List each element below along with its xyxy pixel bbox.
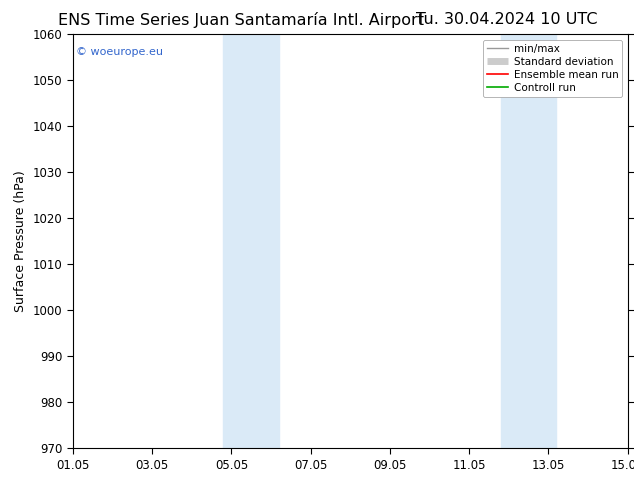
Bar [501, 34, 556, 448]
Text: Tu. 30.04.2024 10 UTC: Tu. 30.04.2024 10 UTC [417, 12, 598, 27]
Y-axis label: Surface Pressure (hPa): Surface Pressure (hPa) [14, 171, 27, 312]
Text: © woeurope.eu: © woeurope.eu [75, 47, 163, 57]
Bar [223, 34, 279, 448]
Legend: min/max, Standard deviation, Ensemble mean run, Controll run: min/max, Standard deviation, Ensemble me… [483, 40, 623, 97]
Text: ENS Time Series Juan Santamaría Intl. Airport: ENS Time Series Juan Santamaría Intl. Ai… [58, 12, 424, 28]
